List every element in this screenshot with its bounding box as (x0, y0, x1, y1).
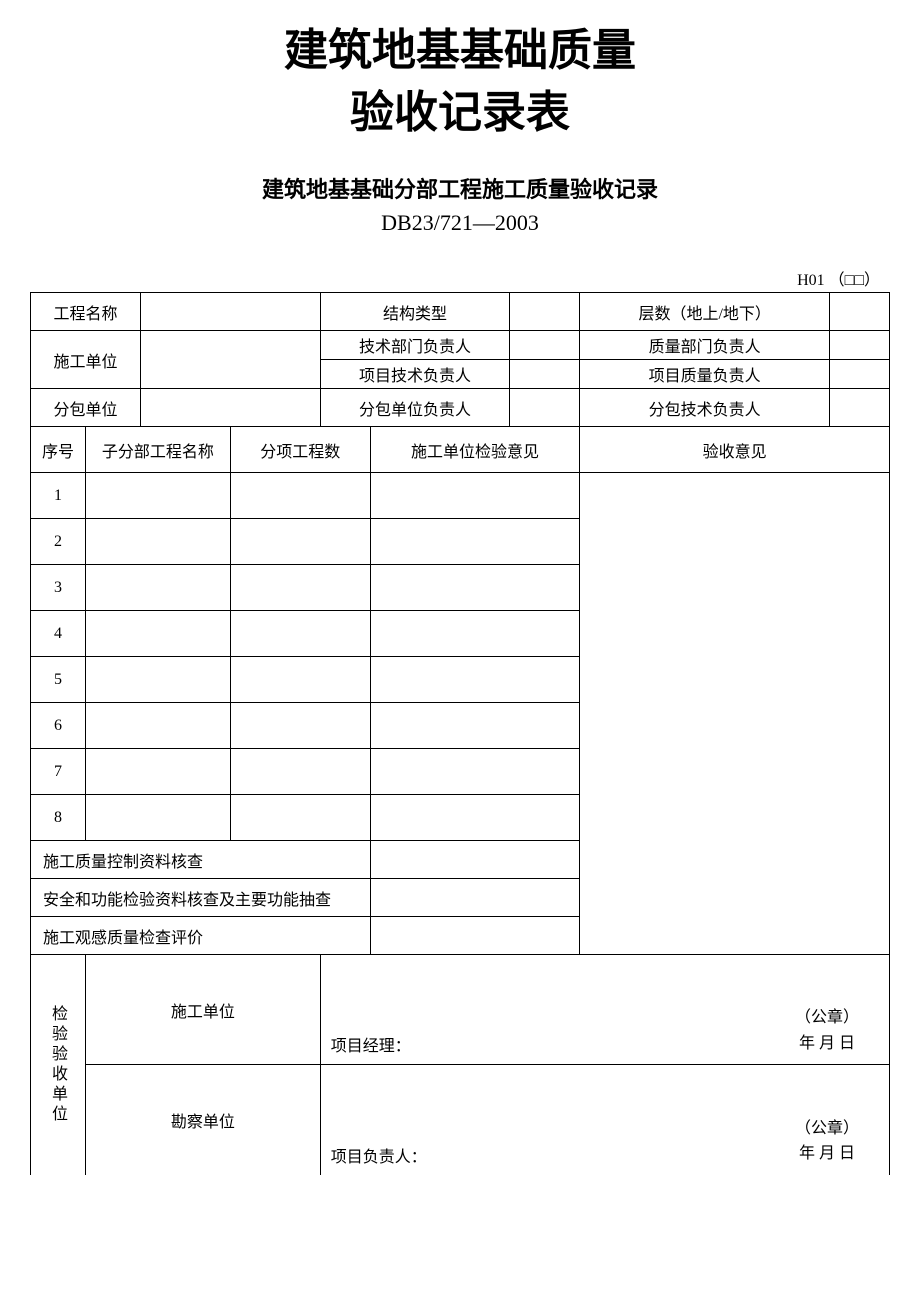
field-subcontractor[interactable] (140, 389, 320, 427)
label-signoff-section: 检验验收单位 (31, 955, 86, 1175)
field-appearance[interactable] (370, 917, 580, 955)
row-seq-4: 4 (31, 611, 86, 657)
row-2-name[interactable] (85, 519, 230, 565)
subtitle: 建筑地基基础分部工程施工质量验收记录 (30, 173, 890, 206)
row-4-opinion[interactable] (370, 611, 580, 657)
row-8-opinion[interactable] (370, 795, 580, 841)
label-project-quality-head: 项目质量负责人 (580, 360, 830, 389)
row-2-opinion[interactable] (370, 519, 580, 565)
label-quality-dept-head: 质量部门负责人 (580, 331, 830, 360)
label-construction-unit: 施工单位 (31, 331, 141, 389)
main-title: 建筑地基基础质量 验收记录表 (30, 20, 890, 143)
col-seq: 序号 (31, 427, 86, 473)
col-acceptance-opinion: 验收意见 (580, 427, 890, 473)
row-4-count[interactable] (230, 611, 370, 657)
field-project-tech-head[interactable] (510, 360, 580, 389)
form-table: 工程名称 结构类型 层数（地上/地下） 施工单位 技术部门负责人 质量部门负责人… (30, 292, 890, 1175)
row-4-name[interactable] (85, 611, 230, 657)
field-quality-control[interactable] (370, 841, 580, 879)
row-6-name[interactable] (85, 703, 230, 749)
field-floors[interactable] (830, 293, 890, 331)
label-project-manager: 项目经理： (331, 1032, 411, 1056)
col-sub-project: 子分部工程名称 (85, 427, 230, 473)
label-subcontractor-tech-head: 分包技术负责人 (580, 389, 830, 427)
row-5-count[interactable] (230, 657, 370, 703)
row-3-name[interactable] (85, 565, 230, 611)
row-5-name[interactable] (85, 657, 230, 703)
label-floors: 层数（地上/地下） (580, 293, 830, 331)
label-project-lead: 项目负责人： (331, 1143, 427, 1167)
row-8-count[interactable] (230, 795, 370, 841)
row-seq-3: 3 (31, 565, 86, 611)
seal-text-1: （公章） (795, 1005, 859, 1031)
label-subcontractor-head: 分包单位负责人 (320, 389, 510, 427)
row-7-count[interactable] (230, 749, 370, 795)
label-construction-unit-sign: 施工单位 (85, 955, 320, 1065)
field-tech-dept-head[interactable] (510, 331, 580, 360)
row-1-count[interactable] (230, 473, 370, 519)
label-subcontractor: 分包单位 (31, 389, 141, 427)
field-quality-dept-head[interactable] (830, 331, 890, 360)
row-3-count[interactable] (230, 565, 370, 611)
acceptance-opinion-area[interactable] (580, 473, 890, 955)
row-seq-1: 1 (31, 473, 86, 519)
main-title-line2: 验收记录表 (30, 82, 890, 144)
date-text-1: 年 月 日 (795, 1031, 859, 1057)
row-seq-8: 8 (31, 795, 86, 841)
label-structure-type: 结构类型 (320, 293, 510, 331)
label-survey-unit-sign: 勘察单位 (85, 1065, 320, 1175)
row-2-count[interactable] (230, 519, 370, 565)
form-code: H01 （□□） (30, 266, 890, 290)
field-project-quality-head[interactable] (830, 360, 890, 389)
row-7-opinion[interactable] (370, 749, 580, 795)
label-project-name: 工程名称 (31, 293, 141, 331)
row-6-count[interactable] (230, 703, 370, 749)
col-construction-opinion: 施工单位检验意见 (370, 427, 580, 473)
field-structure-type[interactable] (510, 293, 580, 331)
field-project-name[interactable] (140, 293, 320, 331)
row-6-opinion[interactable] (370, 703, 580, 749)
field-construction-signature[interactable]: 项目经理： （公章） 年 月 日 (320, 955, 889, 1065)
row-8-name[interactable] (85, 795, 230, 841)
label-tech-dept-head: 技术部门负责人 (320, 331, 510, 360)
row-seq-2: 2 (31, 519, 86, 565)
row-1-name[interactable] (85, 473, 230, 519)
date-text-2: 年 月 日 (795, 1141, 859, 1167)
label-safety-function: 安全和功能检验资料核查及主要功能抽查 (31, 879, 371, 917)
standard-code: DB23/721—2003 (30, 210, 890, 236)
field-survey-signature[interactable]: 项目负责人： （公章） 年 月 日 (320, 1065, 889, 1175)
field-subcontractor-head[interactable] (510, 389, 580, 427)
label-project-tech-head: 项目技术负责人 (320, 360, 510, 389)
field-subcontractor-tech-head[interactable] (830, 389, 890, 427)
seal-text-2: （公章） (795, 1116, 859, 1142)
field-construction-unit[interactable] (140, 331, 320, 389)
row-seq-7: 7 (31, 749, 86, 795)
main-title-line1: 建筑地基基础质量 (30, 20, 890, 82)
label-appearance: 施工观感质量检查评价 (31, 917, 371, 955)
row-seq-6: 6 (31, 703, 86, 749)
field-safety-function[interactable] (370, 879, 580, 917)
label-quality-control: 施工质量控制资料核查 (31, 841, 371, 879)
row-seq-5: 5 (31, 657, 86, 703)
row-3-opinion[interactable] (370, 565, 580, 611)
row-1-opinion[interactable] (370, 473, 580, 519)
row-5-opinion[interactable] (370, 657, 580, 703)
row-7-name[interactable] (85, 749, 230, 795)
col-item-count: 分项工程数 (230, 427, 370, 473)
